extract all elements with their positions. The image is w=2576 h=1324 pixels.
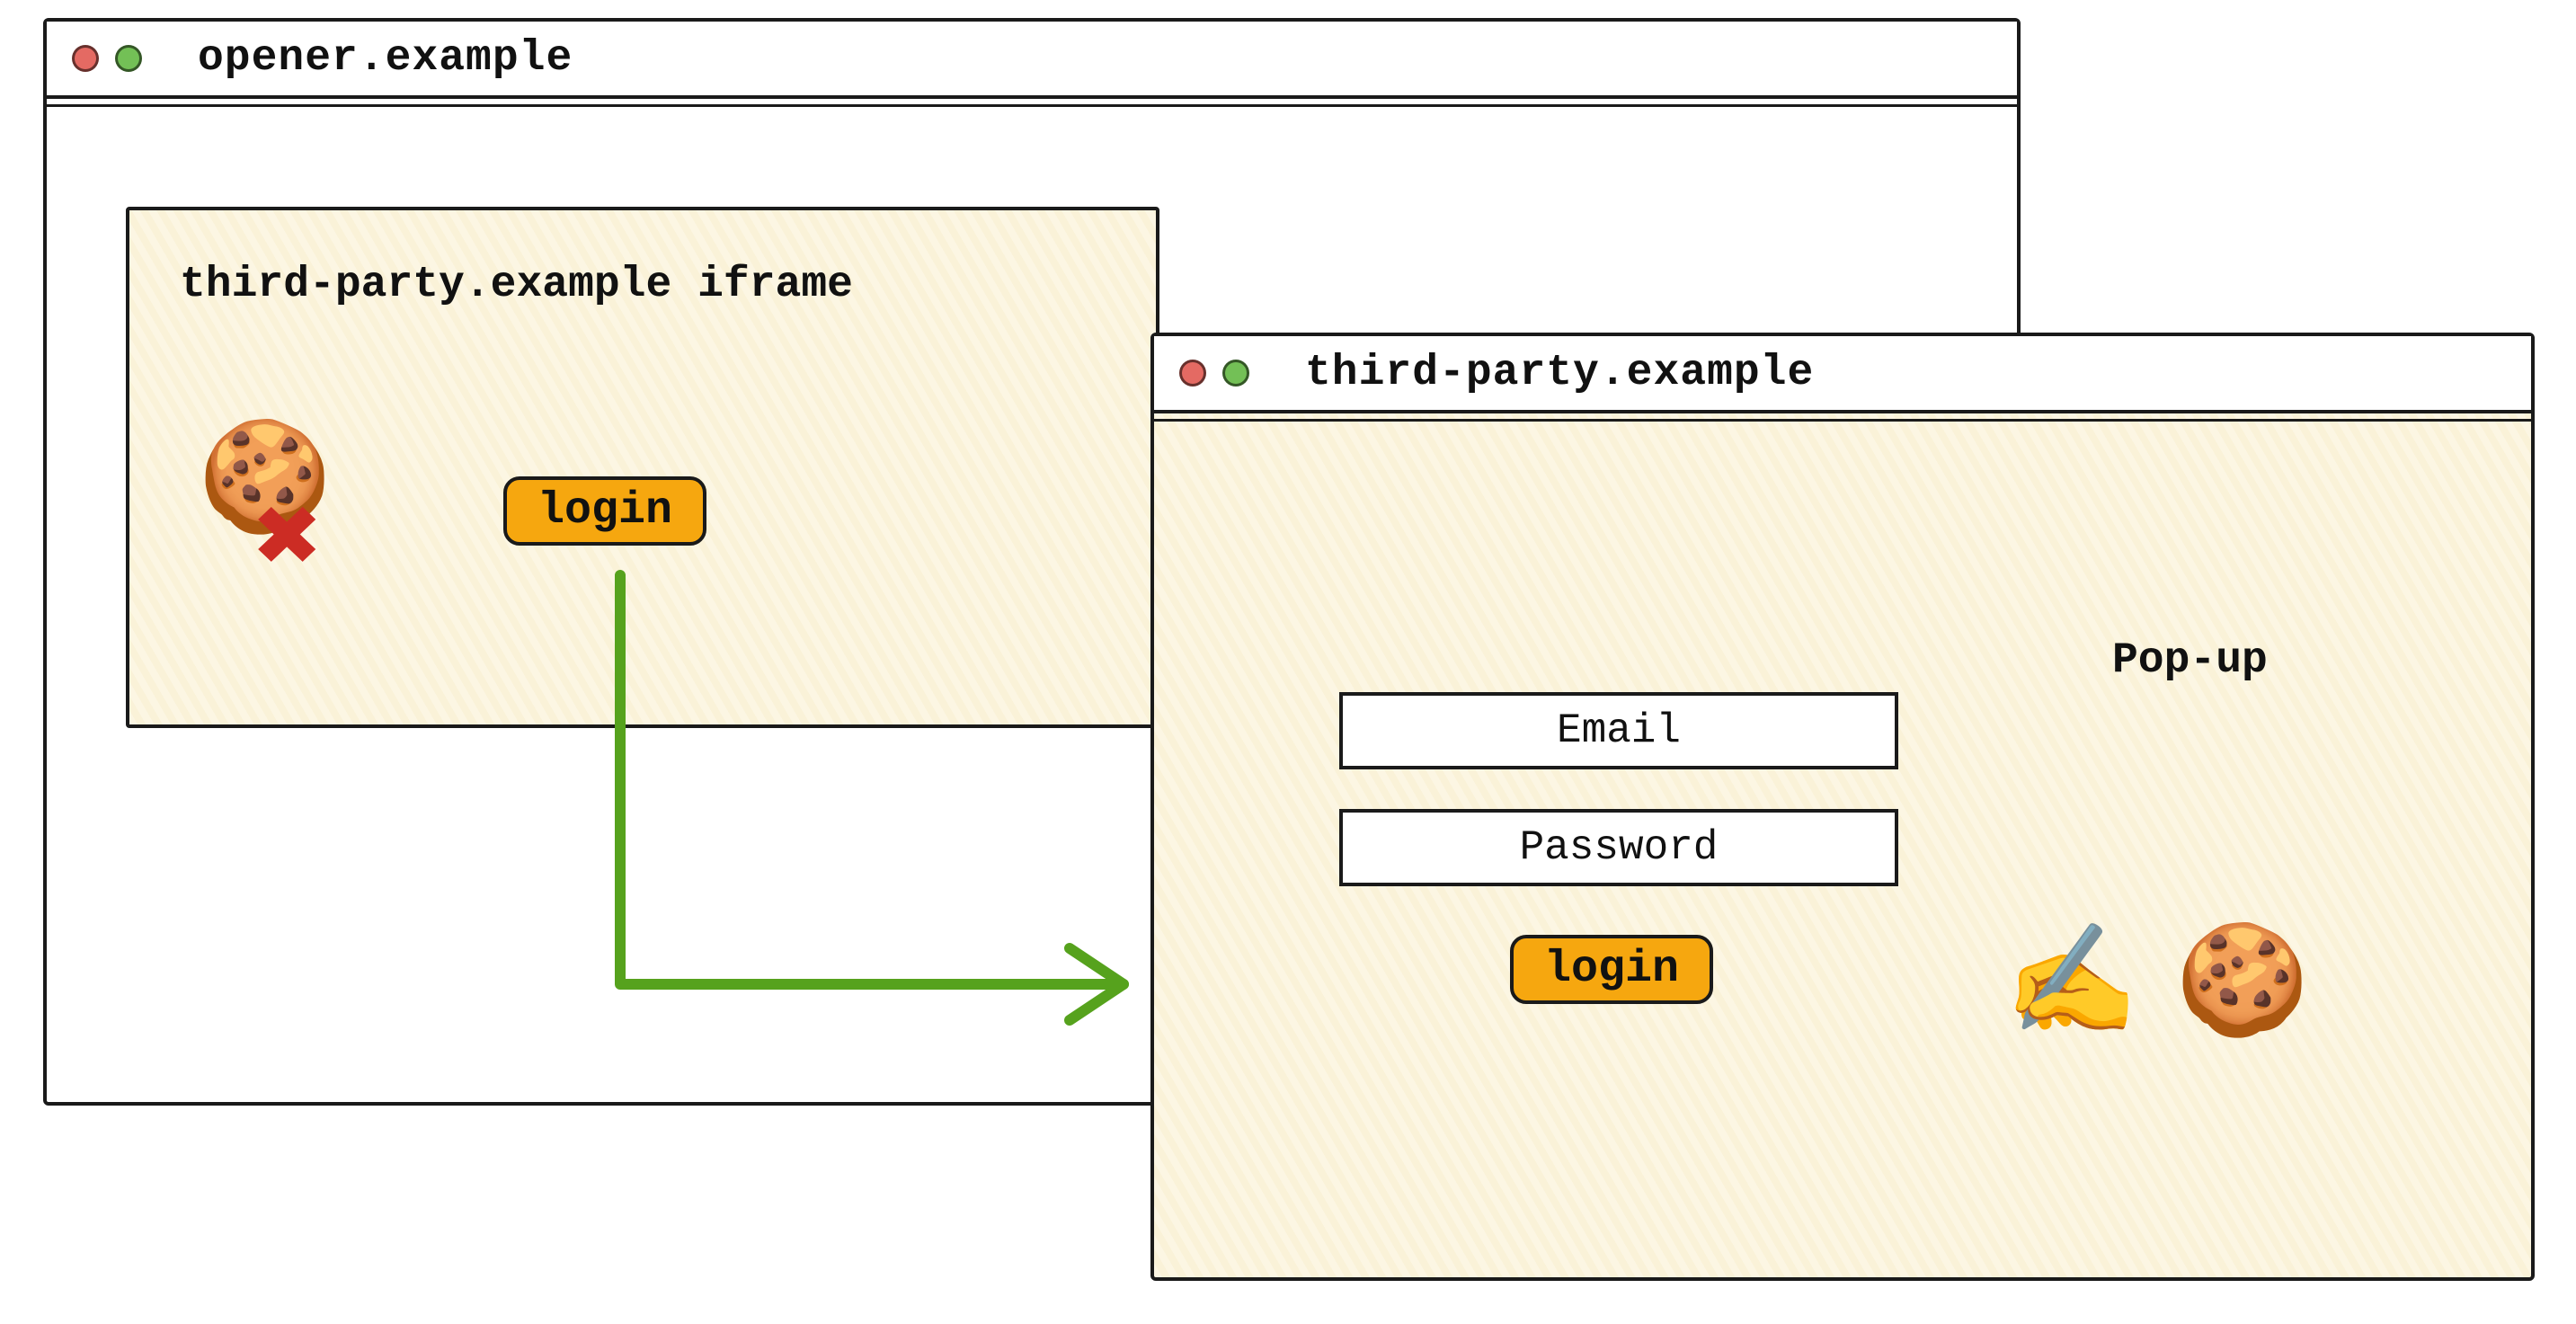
window-opener-titlebar: opener.example — [47, 22, 2017, 99]
traffic-lights-icon — [1179, 360, 1249, 387]
dot-green-icon — [115, 45, 142, 72]
window-popup-title: third-party.example — [1305, 349, 1814, 397]
dot-green-icon — [1222, 360, 1249, 387]
cookie-allowed-icon: 🍪 — [2175, 935, 2309, 1043]
iframe-label: third-party.example iframe — [180, 261, 853, 309]
dot-red-icon — [1179, 360, 1206, 387]
email-field[interactable]: Email — [1339, 692, 1898, 769]
cross-icon: ✖ — [254, 490, 323, 598]
popup-login-button[interactable]: login — [1510, 935, 1713, 1004]
dot-red-icon — [72, 45, 99, 72]
iframe-login-button[interactable]: login — [503, 476, 706, 546]
writing-hand-icon: ✍️ — [2004, 935, 2138, 1043]
password-field[interactable]: Password — [1339, 809, 1898, 886]
diagram-stage: opener.example third-party.example ifram… — [0, 0, 2576, 1324]
traffic-lights-icon — [72, 45, 142, 72]
window-popup: third-party.example — [1150, 333, 2535, 1281]
popup-label: Pop-up — [2112, 636, 2268, 685]
window-popup-titlebar: third-party.example — [1154, 336, 2531, 413]
window-opener-title: opener.example — [198, 34, 573, 83]
